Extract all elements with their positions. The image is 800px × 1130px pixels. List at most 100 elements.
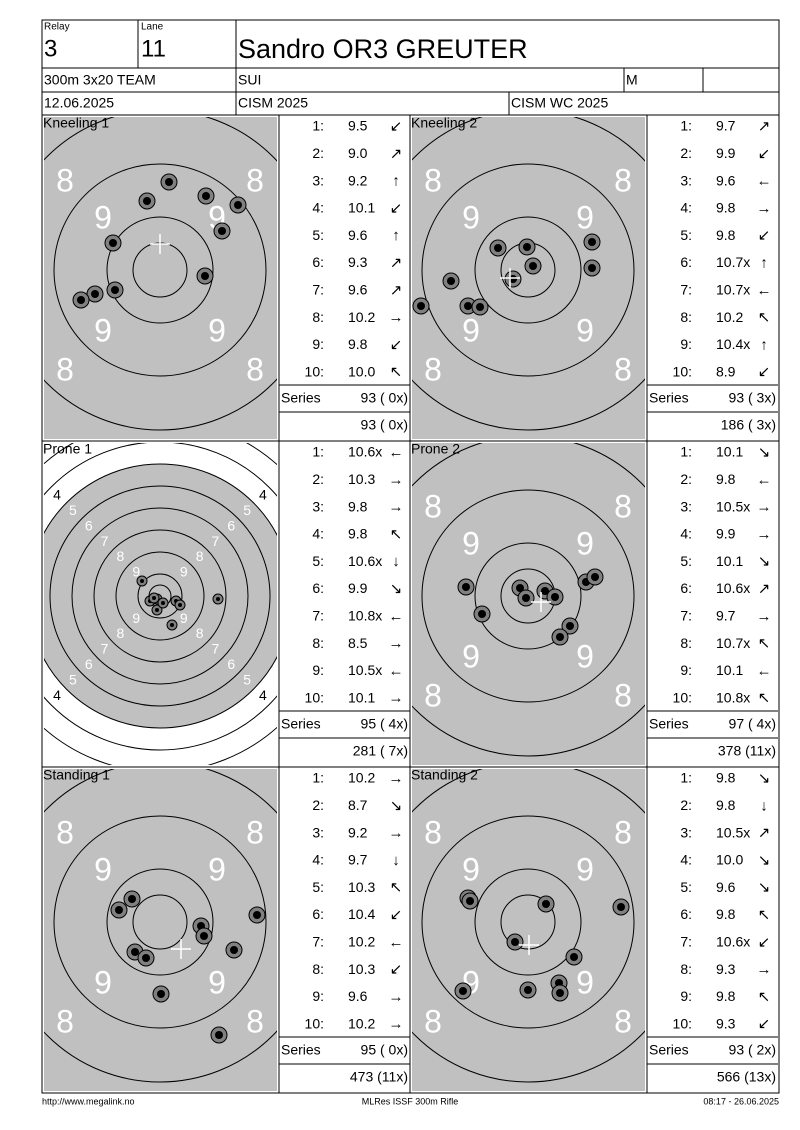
shot-core (128, 895, 136, 903)
shot-direction: ← (757, 662, 772, 679)
shot-core (522, 594, 530, 602)
shot-direction: → (757, 499, 772, 516)
ring-label: 5 (243, 671, 251, 687)
ring (421, 163, 635, 377)
shot-core (417, 302, 425, 310)
ring (132, 894, 188, 950)
shot-value: 10.8x (348, 608, 382, 624)
shot-direction: ↘ (758, 852, 771, 869)
shot-direction: ← (389, 444, 404, 461)
shot-direction: ↓ (760, 797, 768, 814)
ring-label: 8 (424, 351, 442, 387)
ring-label: 5 (243, 502, 251, 518)
shot-core (523, 243, 531, 251)
shot-core (131, 948, 139, 956)
ring-label: 8 (614, 814, 632, 850)
shot-core (462, 583, 470, 591)
shot-value: 10.2 (716, 309, 743, 325)
shot-value: 9.8 (716, 906, 736, 922)
shot-direction: ← (389, 608, 404, 625)
shot-number: 4: (680, 852, 692, 868)
ring-label: 9 (576, 964, 594, 1000)
shot-direction: ↘ (758, 444, 771, 461)
mean-impact (531, 592, 551, 612)
shot-direction: ↙ (390, 336, 403, 353)
target-face (412, 769, 645, 1091)
shot-value: 8.9 (716, 363, 736, 379)
shot-direction: → (757, 526, 772, 543)
shot-number: 1: (680, 118, 692, 134)
shot-direction: ↖ (390, 364, 403, 381)
shot-direction: → (389, 770, 404, 787)
footer-software: MLRes ISSF 300m Rifle (362, 1096, 459, 1106)
shot-direction: ↗ (390, 282, 403, 299)
shot-number: 10: (673, 363, 692, 379)
ring (421, 815, 635, 1029)
shot-core (165, 178, 173, 186)
ring (44, 463, 277, 729)
shot-value: 9.8 (348, 336, 368, 352)
panel-title: Prone 1 (43, 441, 92, 457)
ring-label: 9 (576, 638, 594, 674)
shot-core (551, 593, 559, 601)
shot-number: 10: (305, 1015, 324, 1031)
date: 12.06.2025 (44, 95, 114, 111)
running-total: 378 (11x) (718, 743, 776, 759)
shot-direction: ↙ (390, 961, 403, 978)
shot-core (509, 275, 517, 283)
ring-label: 8 (56, 351, 74, 387)
ring-label: 9 (94, 964, 112, 1000)
shot-direction: ↖ (390, 879, 403, 896)
ring-label: 9 (576, 312, 594, 348)
shot-value: 9.3 (716, 961, 736, 977)
shot-direction: ↙ (758, 934, 771, 951)
shot-direction: ↘ (758, 770, 771, 787)
shot-value: 9.3 (716, 1015, 736, 1031)
shot-direction: ↓ (392, 553, 400, 570)
shot-number: 2: (312, 797, 324, 813)
shot-value: 9.8 (716, 200, 736, 216)
ring (421, 489, 635, 703)
shot-direction: ← (757, 282, 772, 299)
ring (115, 551, 205, 641)
ring-label: 6 (227, 517, 235, 533)
shot-value: 10.3 (348, 879, 375, 895)
shot-value: 10.1 (716, 553, 743, 569)
shot-direction: ↗ (390, 254, 403, 271)
shot-number: 9: (312, 336, 324, 352)
shot-core (161, 601, 165, 605)
footer-url: http://www.megalink.no (42, 1096, 135, 1106)
ring-label: 8 (196, 548, 204, 564)
shot-value: 9.7 (348, 852, 368, 868)
ring (44, 769, 277, 1083)
ring-label: 6 (85, 656, 93, 672)
shot-number: 7: (680, 282, 692, 298)
shot-value: 10.5x (716, 498, 750, 514)
shot-value: 8.5 (348, 635, 368, 651)
shot-core (170, 623, 174, 627)
shot-core (542, 900, 550, 908)
shot-value: 10.6x (348, 444, 382, 460)
ring-label: 8 (424, 488, 442, 524)
shot-value: 10.1 (716, 444, 743, 460)
shot-direction: ↙ (758, 1016, 771, 1033)
series-label: Series (649, 716, 689, 732)
shot-direction: ← (389, 662, 404, 679)
panel-title: Kneeling 2 (411, 115, 477, 131)
shot-direction: ← (757, 173, 772, 190)
ring-label: 8 (56, 162, 74, 198)
ring-label: 8 (196, 625, 204, 641)
shot-core (202, 192, 210, 200)
ring-label: 9 (132, 610, 140, 626)
shot-number: 2: (680, 471, 692, 487)
shot-number: 2: (312, 145, 324, 161)
shot-number: 2: (680, 797, 692, 813)
shot-number: 6: (312, 906, 324, 922)
shot-direction: → (757, 200, 772, 217)
ring (474, 216, 582, 324)
shot-value: 10.0 (716, 852, 743, 868)
athlete-name: Sandro OR3 GREUTER (238, 34, 528, 64)
shot-core (478, 610, 486, 618)
shot-number: 5: (312, 879, 324, 895)
